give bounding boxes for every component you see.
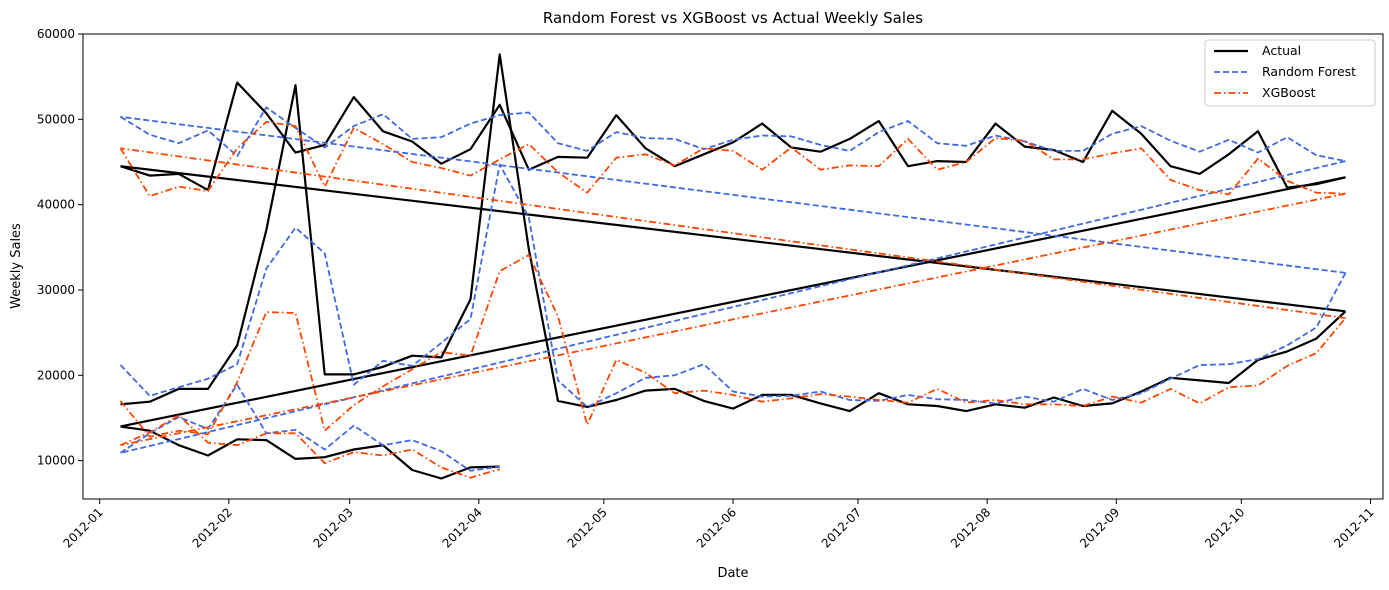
chart-title: Random Forest vs XGBoost vs Actual Weekl… xyxy=(543,9,923,27)
series-line-xgboost xyxy=(120,192,1346,447)
series-random-forest xyxy=(119,106,1347,472)
series-line-random-forest xyxy=(120,160,1346,454)
legend: Actual Random Forest XGBoost xyxy=(1204,39,1376,107)
y-tick-label: 40000 xyxy=(37,198,75,212)
legend-label-actual: Actual xyxy=(1262,43,1301,58)
series-xgboost xyxy=(119,121,1347,479)
y-tick-label: 60000 xyxy=(37,27,75,41)
series-line-actual xyxy=(120,425,500,480)
x-axis-label: Date xyxy=(717,566,748,581)
series-layer xyxy=(119,53,1347,480)
y-tick-label: 50000 xyxy=(37,112,75,126)
series-line-random-forest xyxy=(120,106,1346,162)
series-line-actual xyxy=(120,176,1346,428)
y-tick-label: 30000 xyxy=(37,283,75,297)
y-tick-label: 10000 xyxy=(37,454,75,468)
series-line-actual xyxy=(120,165,1346,313)
legend-label-random-forest: Random Forest xyxy=(1262,64,1356,79)
series-line-xgboost xyxy=(120,147,1346,319)
series-line-xgboost xyxy=(119,121,1346,198)
series-line-random-forest xyxy=(119,383,500,472)
legend-label-xgboost: XGBoost xyxy=(1262,85,1316,100)
series-line-random-forest xyxy=(120,115,1346,274)
series-line-actual xyxy=(120,53,1347,413)
y-axis-label: Weekly Sales xyxy=(9,223,24,309)
series-line-xgboost xyxy=(119,254,1347,438)
y-tick-label: 20000 xyxy=(37,368,75,382)
legend-box xyxy=(1204,39,1376,107)
y-axis: 10000 20000 30000 40000 50000 60000 xyxy=(37,27,83,468)
series-line-random-forest xyxy=(119,163,1347,408)
series-actual xyxy=(120,53,1347,480)
series-line-actual xyxy=(120,81,1346,192)
